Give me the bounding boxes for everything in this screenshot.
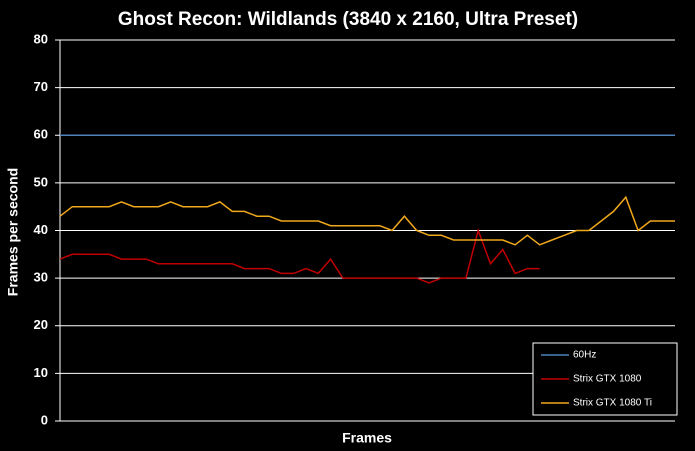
y-tick-label: 80 [34, 31, 48, 46]
legend-label: 60Hz [573, 350, 596, 361]
y-tick-label: 50 [34, 174, 48, 189]
y-tick-label: 60 [34, 127, 48, 142]
chart-title: Ghost Recon: Wildlands (3840 x 2160, Ult… [118, 9, 578, 30]
y-tick-label: 10 [34, 365, 48, 380]
y-tick-label: 20 [34, 317, 48, 332]
y-axis-label: Frames per second [5, 168, 21, 296]
y-tick-label: 40 [34, 222, 48, 237]
y-tick-label: 0 [41, 412, 48, 427]
legend-label: Strix GTX 1080 [573, 374, 642, 385]
series-line [59, 195, 675, 246]
x-axis-label: Frames [342, 430, 392, 446]
series-line [59, 227, 540, 284]
legend-label: Strix GTX 1080 Ti [573, 398, 652, 409]
y-tick-label: 30 [34, 270, 48, 285]
y-tick-label: 70 [34, 79, 48, 94]
